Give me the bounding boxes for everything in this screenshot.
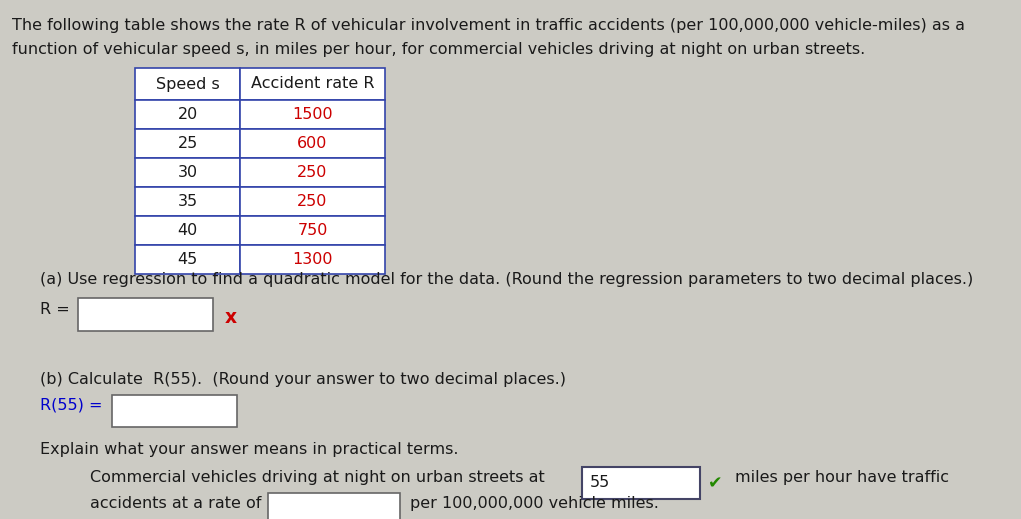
Text: The following table shows the rate R of vehicular involvement in traffic acciden: The following table shows the rate R of … <box>12 18 965 33</box>
Bar <box>135 129 240 158</box>
Bar <box>135 68 240 100</box>
Text: x: x <box>225 308 237 327</box>
Text: 750: 750 <box>297 223 328 238</box>
Bar <box>78 298 213 331</box>
Text: 1500: 1500 <box>292 107 333 122</box>
Text: 250: 250 <box>297 194 328 209</box>
Bar <box>240 129 385 158</box>
Bar <box>240 245 385 274</box>
Text: 35: 35 <box>178 194 197 209</box>
Bar <box>135 187 240 216</box>
Bar <box>135 245 240 274</box>
Bar <box>268 493 400 519</box>
Text: 40: 40 <box>178 223 198 238</box>
Bar <box>240 187 385 216</box>
Text: ✔: ✔ <box>708 474 723 492</box>
Bar <box>582 467 700 499</box>
Text: 55: 55 <box>590 475 611 490</box>
Text: Commercial vehicles driving at night on urban streets at: Commercial vehicles driving at night on … <box>90 470 545 485</box>
Text: 45: 45 <box>178 252 198 267</box>
Text: miles per hour have traffic: miles per hour have traffic <box>735 470 949 485</box>
Text: per 100,000,000 vehicle miles.: per 100,000,000 vehicle miles. <box>410 496 659 511</box>
Text: R(55) =: R(55) = <box>40 398 102 413</box>
Text: 250: 250 <box>297 165 328 180</box>
Bar <box>240 68 385 100</box>
Bar <box>112 395 237 427</box>
Bar <box>240 158 385 187</box>
Text: (a) Use regression to find a quadratic model for the data. (Round the regression: (a) Use regression to find a quadratic m… <box>40 272 973 287</box>
Text: 20: 20 <box>178 107 198 122</box>
Bar <box>240 100 385 129</box>
Text: Explain what your answer means in practical terms.: Explain what your answer means in practi… <box>40 442 458 457</box>
Bar <box>135 100 240 129</box>
Text: Accident rate R: Accident rate R <box>251 76 375 91</box>
Bar <box>240 216 385 245</box>
Text: 1300: 1300 <box>292 252 333 267</box>
Text: Speed s: Speed s <box>155 76 220 91</box>
Text: (b) Calculate  R(55).  (Round your answer to two decimal places.): (b) Calculate R(55). (Round your answer … <box>40 372 566 387</box>
Text: R =: R = <box>40 302 69 317</box>
Text: 30: 30 <box>178 165 197 180</box>
Text: accidents at a rate of: accidents at a rate of <box>90 496 261 511</box>
Text: 25: 25 <box>178 136 198 151</box>
Bar <box>135 158 240 187</box>
Bar <box>135 216 240 245</box>
Text: 600: 600 <box>297 136 328 151</box>
Text: function of vehicular speed s, in miles per hour, for commercial vehicles drivin: function of vehicular speed s, in miles … <box>12 42 865 57</box>
